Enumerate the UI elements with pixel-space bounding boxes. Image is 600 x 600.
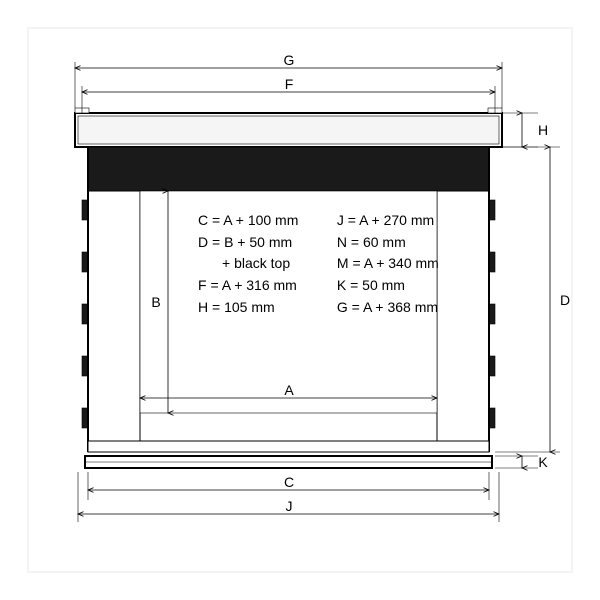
- formula-c: C = A + 100 mm: [198, 210, 333, 232]
- dim-label-d: D: [560, 292, 570, 308]
- dim-label-f: F: [285, 76, 294, 92]
- formula-block: C = A + 100 mm D = B + 50 mm + black top…: [198, 210, 467, 318]
- formula-f: F = A + 316 mm: [198, 275, 333, 297]
- dim-label-b: B: [151, 294, 160, 310]
- formula-n: N = 60 mm: [337, 232, 467, 254]
- formula-g: G = A + 368 mm: [337, 297, 467, 319]
- formula-d: D = B + 50 mm: [198, 232, 333, 254]
- formula-m: M = A + 340 mm: [337, 253, 467, 275]
- formula-h: H = 105 mm: [198, 297, 333, 319]
- dim-label-c: C: [284, 474, 294, 490]
- formula-d-sub: + black top: [198, 253, 333, 275]
- dim-label-k: K: [538, 454, 547, 470]
- dim-label-h: H: [538, 122, 548, 138]
- dim-label-j: J: [286, 498, 293, 514]
- formula-k: K = 50 mm: [337, 275, 467, 297]
- dim-label-a: A: [284, 382, 293, 398]
- formula-j: J = A + 270 mm: [337, 210, 467, 232]
- dim-label-g: G: [284, 52, 295, 68]
